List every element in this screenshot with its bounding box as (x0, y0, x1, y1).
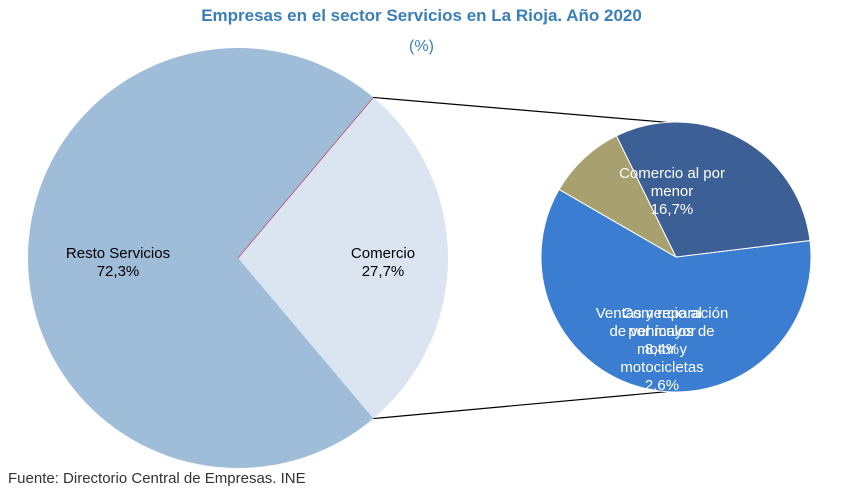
source-note: Fuente: Directorio Central de Empresas. … (8, 470, 306, 487)
pie-slice-comercio-al-por-menor (540, 188, 812, 393)
slice-labels: Resto Servicios 72,3% Comercio 27,7% Comerci… (66, 165, 728, 394)
pie-slice-resto-servicios (28, 48, 374, 469)
slice-label-resto-servicios: Resto Servicios 72,3% (66, 245, 170, 280)
slice-separator (237, 97, 374, 259)
main-pie (28, 48, 448, 469)
chart-title: Empresas en el sector Servicios en La Ri… (201, 6, 642, 25)
pie-slice-ventas-y-reparacion-de-vehiculos-de-motor-y-motocicletas (558, 135, 678, 259)
slice-label-ventas-y-reparacion-de-vehiculos-de-motor-y-motocicletas: Ventas y reparación de vehículos de motor … (596, 305, 729, 394)
connector-line-bottom (373, 391, 667, 420)
slice-label-comercio-al-por-menor: Comercio al por menor 16,7% (619, 165, 725, 218)
slice-label-comercio-al-por-mayor: Comercio al por mayor 8,4% (622, 305, 702, 358)
pie-slice-comercio (238, 97, 448, 419)
pie-slice-comercio-al-por-mayor (615, 121, 811, 258)
connector-line-top (373, 96, 667, 123)
breakdown-pie (540, 121, 812, 393)
connector-lines (373, 96, 667, 420)
slice-label-comercio: Comercio 27,7% (351, 245, 415, 280)
chart-subtitle: (%) (409, 38, 434, 55)
